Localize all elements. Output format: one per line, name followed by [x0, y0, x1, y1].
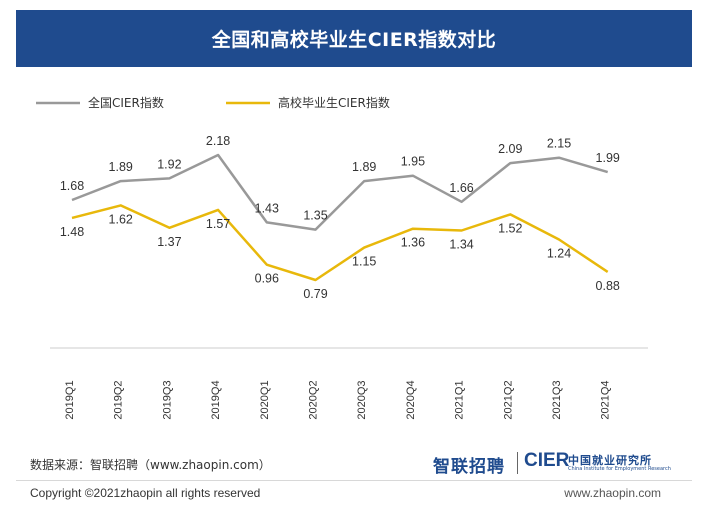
- x-tick-label: 2019Q1: [64, 380, 76, 419]
- data-label-s0-8: 1.66: [449, 181, 473, 195]
- series-line-0: [71, 153, 609, 231]
- chart: 全国CIER指数 高校毕业生CIER指数 1.68 1.89 1.92 2.18 1.43 1…: [36, 95, 648, 420]
- zhaopin-logo: 智联招聘: [433, 457, 505, 477]
- data-label-s1-9: 1.52: [498, 221, 522, 235]
- logo-separator: [517, 452, 518, 474]
- data-label-s0-11: 1.99: [596, 151, 620, 165]
- legend-label-0: 全国CIER指数: [88, 95, 164, 110]
- chart-title: 全国和高校毕业生CIER指数对比: [211, 29, 497, 51]
- x-tick-label: 2020Q3: [356, 380, 368, 419]
- data-label-s0-3: 2.18: [206, 134, 230, 148]
- website-link: www.zhaopin.com: [564, 486, 661, 500]
- x-tick-label: 2019Q3: [161, 380, 173, 419]
- data-label-s1-2: 1.37: [157, 235, 181, 249]
- data-label-s1-0: 1.48: [60, 225, 84, 239]
- data-label-s1-5: 0.79: [303, 287, 327, 301]
- data-label-s0-2: 1.92: [157, 157, 181, 171]
- x-tick-label: 2019Q4: [210, 380, 222, 419]
- x-tick-label: 2021Q4: [600, 380, 612, 419]
- data-label-s1-10: 1.24: [547, 247, 571, 261]
- data-label-s1-1: 1.62: [109, 212, 133, 226]
- data-label-s0-1: 1.89: [109, 160, 133, 174]
- x-tick-label: 2020Q4: [405, 380, 417, 419]
- x-tick-label: 2021Q2: [502, 380, 514, 419]
- data-label-s1-8: 1.34: [449, 238, 473, 252]
- x-tick-label: 2021Q3: [551, 380, 563, 419]
- data-label-s1-4: 0.96: [255, 272, 279, 286]
- cier-logo: CIER: [524, 450, 570, 471]
- title-bar: 全国和高校毕业生CIER指数对比: [16, 10, 692, 67]
- data-label-s0-0: 1.68: [60, 179, 84, 193]
- data-label-s1-3: 1.57: [206, 217, 230, 231]
- data-label-s1-11: 0.88: [596, 279, 620, 293]
- cier-logo-cn: 中国就业研究所: [568, 454, 652, 467]
- data-label-s1-7: 1.36: [401, 236, 425, 250]
- data-label-s0-10: 2.15: [547, 137, 571, 151]
- series-line-1: [71, 204, 609, 282]
- legend-label-1: 高校毕业生CIER指数: [278, 95, 390, 110]
- data-label-s0-4: 1.43: [255, 201, 279, 215]
- cier-logo-en: China Institute for Employment Research: [568, 466, 671, 472]
- data-label-s0-6: 1.89: [352, 160, 376, 174]
- x-tick-label: 2020Q2: [308, 380, 320, 419]
- x-tick-label: 2019Q2: [113, 380, 125, 419]
- copyright: Copyright ©2021zhaopin all rights reserv…: [30, 486, 261, 500]
- data-label-s0-9: 2.09: [498, 142, 522, 156]
- x-tick-label: 2021Q1: [454, 380, 466, 419]
- data-label-s0-7: 1.95: [401, 155, 425, 169]
- x-tick-label: 2020Q1: [259, 380, 271, 419]
- data-label-s0-5: 1.35: [303, 209, 327, 223]
- footer-divider: [16, 480, 692, 481]
- data-source: 数据来源：智联招聘（www.zhaopin.com）: [30, 458, 271, 472]
- data-label-s1-6: 1.15: [352, 255, 376, 269]
